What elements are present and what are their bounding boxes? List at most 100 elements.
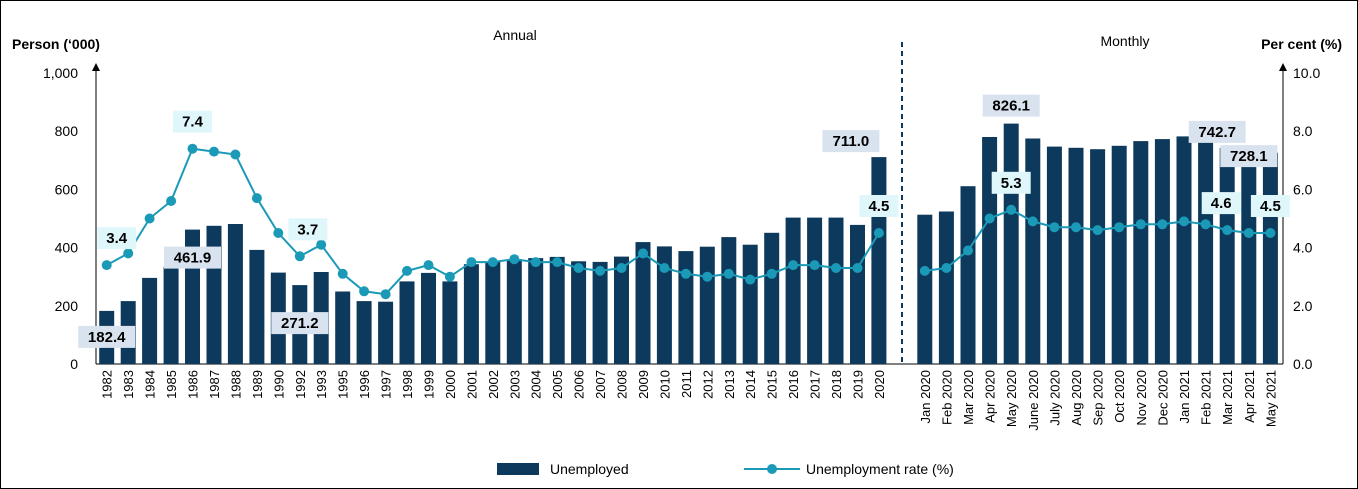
x-tick-label: Feb 2021 — [1199, 370, 1214, 425]
left-tick-label: 1,000 — [43, 65, 78, 81]
rate-point — [1179, 216, 1189, 227]
left-axis-arrow-icon — [92, 63, 100, 71]
rate-point — [209, 146, 219, 157]
rate-value-label: 3.4 — [106, 230, 128, 247]
x-tick-label: 1997 — [379, 370, 394, 399]
bar — [528, 258, 544, 364]
rate-point — [680, 268, 691, 279]
x-tick-label: Dec 2020 — [1155, 370, 1170, 426]
x-tick-label: Mar 2020 — [961, 370, 976, 425]
x-tick-label: 2014 — [743, 370, 758, 399]
x-tick-label: 2002 — [486, 370, 501, 399]
legend: Unemployed Unemployment rate (%) — [497, 461, 954, 477]
annotation-group: 182.4 461.9 271.2 711.0 826.1 742.7 728.1 3.4 7.… — [78, 94, 1290, 348]
rate-point — [788, 260, 799, 271]
rate-point — [1200, 219, 1211, 230]
bar-value-label-bg — [78, 325, 136, 348]
rate-value-label-bg — [97, 227, 137, 250]
rate-point — [638, 248, 648, 259]
rate-point — [573, 263, 584, 273]
bar — [1025, 138, 1041, 364]
x-tick-label: 1999 — [422, 370, 437, 399]
bar — [549, 256, 565, 364]
rate-point — [294, 251, 305, 262]
rate-point — [1027, 216, 1038, 227]
bar-value-label-bg — [1188, 120, 1246, 143]
rate-point — [230, 149, 241, 160]
rate-point — [1092, 225, 1103, 236]
bar-value-label-bg — [822, 130, 880, 153]
rate-point — [1222, 225, 1233, 236]
rate-point — [187, 143, 198, 154]
x-tick-label: 2011 — [679, 370, 694, 398]
right-tick-label: 8.0 — [1293, 123, 1313, 139]
x-tick-label: 1992 — [293, 370, 308, 399]
x-tick-label: 2001 — [464, 370, 479, 399]
bar-value-label-bg — [1220, 145, 1278, 168]
x-tick-label: 2000 — [443, 370, 458, 399]
x-tick-label: 2008 — [615, 370, 630, 399]
rate-point — [423, 260, 434, 271]
right-tick-label: 6.0 — [1293, 181, 1313, 197]
x-tick-label: Apr 2021 — [1242, 370, 1257, 423]
x-tick-label: 1988 — [228, 370, 243, 399]
bar — [249, 249, 265, 364]
rate-point — [337, 268, 348, 279]
x-tick-label: 2005 — [550, 370, 565, 399]
bar-value-label: 826.1 — [992, 98, 1030, 115]
rate-point — [723, 268, 734, 279]
rate-value-label: 4.5 — [868, 198, 889, 215]
bar-value-label: 182.4 — [88, 329, 126, 346]
bar — [1133, 141, 1149, 364]
rate-point — [1157, 219, 1168, 230]
x-tick-label: 1987 — [207, 370, 222, 399]
x-tick-label: Aug 2020 — [1069, 370, 1084, 426]
rate-point — [745, 274, 756, 285]
rate-point — [766, 268, 777, 279]
bar — [163, 266, 179, 364]
monthly-section-label: Monthly — [1100, 33, 1149, 49]
x-tick-label: 2003 — [507, 370, 522, 399]
left-tick-label: 800 — [55, 123, 79, 139]
x-tick-label: 2015 — [765, 370, 780, 399]
rate-line-group — [101, 143, 1276, 300]
rate-point — [166, 196, 177, 206]
rate-point — [101, 260, 112, 271]
x-tick-label: Sep 2020 — [1091, 370, 1106, 426]
rate-point — [852, 263, 863, 273]
rate-point — [1265, 228, 1276, 238]
legend-unemployed: Unemployed — [550, 461, 629, 477]
x-tick-label: 2020 — [872, 370, 887, 399]
bar-value-label: 461.9 — [174, 250, 212, 267]
rate-point — [963, 245, 973, 256]
bar — [721, 237, 737, 364]
bar — [699, 246, 715, 364]
left-tick-label: 400 — [55, 240, 79, 256]
left-axis-title: Person (‘000) — [12, 36, 100, 52]
x-tick-label: Oct 2020 — [1112, 370, 1127, 423]
bar — [1262, 152, 1278, 364]
x-tick-label: 1995 — [336, 370, 351, 399]
legend-rate: Unemployment rate (%) — [806, 461, 954, 477]
bar — [938, 211, 954, 364]
right-tick-label: 10.0 — [1293, 65, 1320, 81]
bars-group — [99, 123, 1278, 365]
bar — [764, 232, 780, 364]
x-tick-label: 1984 — [143, 370, 158, 399]
x-tick-label: 1998 — [400, 370, 415, 399]
bar — [356, 301, 372, 364]
rate-point — [659, 263, 670, 273]
left-tick-label: 0 — [70, 356, 78, 372]
rate-point — [1135, 219, 1146, 230]
x-tick-label: 1983 — [121, 370, 136, 399]
x-tick-label: 2007 — [593, 370, 608, 399]
bar — [206, 225, 222, 364]
rate-point — [444, 271, 455, 282]
bar — [421, 272, 436, 364]
bar — [1003, 123, 1019, 364]
right-tick-label: 4.0 — [1293, 240, 1313, 256]
bar — [1111, 145, 1127, 365]
rate-point — [1071, 222, 1081, 233]
bar — [1241, 152, 1257, 364]
